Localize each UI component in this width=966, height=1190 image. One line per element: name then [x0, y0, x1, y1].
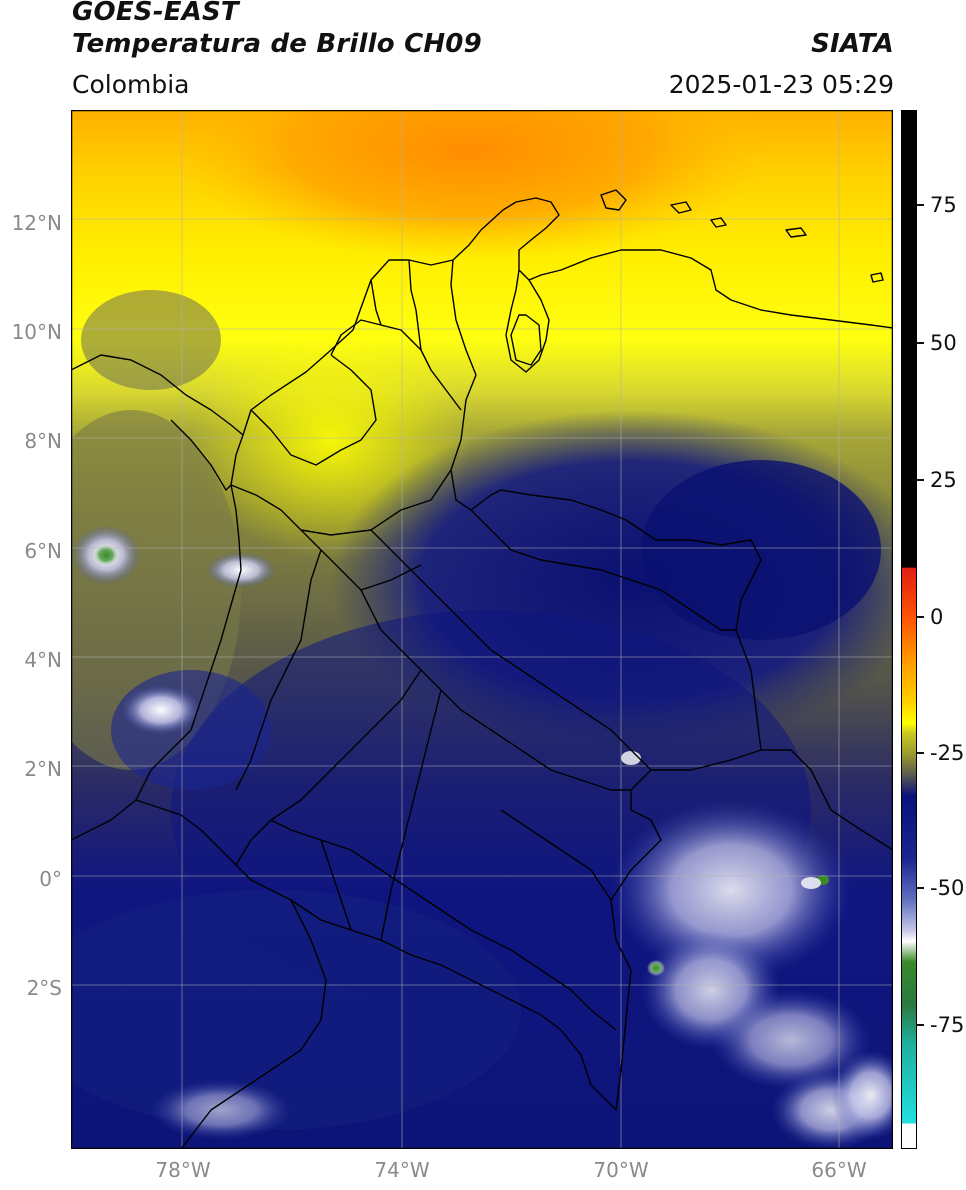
lat-label-12n: 12°N: [11, 211, 62, 235]
cb-tick: [917, 752, 924, 754]
cb-tick: [917, 887, 924, 889]
lon-label-74w: 74°W: [374, 1158, 430, 1182]
graticule: [71, 110, 893, 1149]
cb-tick: [917, 204, 924, 206]
panama-border: [170, 419, 232, 491]
datetime-label: 2025-01-23 05:29: [668, 70, 894, 99]
border-colombia-ecuador: [135, 799, 292, 901]
dept-lines-central: [230, 469, 492, 791]
colorbar-ticks: 75 50 25 0 -25 -50 -75: [901, 110, 966, 1149]
cb-label-minus50: -50: [930, 876, 965, 900]
border-peru-ecuador: [180, 899, 327, 1149]
lat-label-4n: 4°N: [24, 648, 62, 672]
border-colombia-brazil: [610, 749, 762, 1111]
cb-tick: [917, 479, 924, 481]
lat-label-10n: 10°N: [11, 320, 62, 344]
lon-label-70w: 70°W: [593, 1158, 649, 1182]
lat-label-6n: 6°N: [24, 539, 62, 563]
political-boundaries: [71, 189, 893, 1149]
satellite-title: GOES-EAST: [72, 0, 239, 27]
cb-label-minus75: -75: [930, 1013, 965, 1037]
cb-label-50: 50: [930, 331, 957, 355]
agency-label: SIATA: [811, 29, 894, 59]
lon-label-78w: 78°W: [155, 1158, 211, 1182]
cb-label-75: 75: [930, 193, 957, 217]
convective-cloud-amazon: [611, 800, 851, 980]
lon-label-66w: 66°W: [811, 1158, 867, 1182]
coastline-pacific: [71, 354, 244, 841]
colorbar: [901, 110, 917, 1149]
lat-label-2n: 2°N: [24, 757, 62, 781]
lat-label-2s: 2°S: [26, 976, 62, 1000]
border-venezuela-brazil: [761, 749, 893, 851]
cb-label-0: 0: [930, 605, 944, 629]
lat-label-0: 0°: [39, 867, 62, 891]
cb-tick: [917, 1024, 924, 1026]
cb-tick: [917, 342, 924, 344]
dept-lines-south: [270, 809, 617, 1031]
gulf-of-venezuela: [505, 269, 550, 373]
islands-abc: [600, 189, 884, 283]
border-venezuela-colombia: [450, 374, 762, 751]
lake-maracaibo: [510, 314, 542, 366]
map-frame: [71, 110, 893, 1149]
cb-label-minus25: -25: [930, 741, 965, 765]
product-title: Temperatura de Brillo CH09: [72, 29, 482, 59]
lat-label-8n: 8°N: [24, 429, 62, 453]
satellite-map: [71, 110, 893, 1149]
dept-lines-east: [235, 509, 736, 941]
cb-tick: [917, 616, 924, 618]
colorbar-gradient: [901, 110, 917, 1149]
brightness-temperature-map: [71, 110, 893, 1149]
region-label: Colombia: [72, 70, 190, 99]
dept-lines-north: [250, 259, 477, 466]
cold-core-pacific: [92, 543, 120, 567]
cb-label-25: 25: [930, 468, 957, 492]
